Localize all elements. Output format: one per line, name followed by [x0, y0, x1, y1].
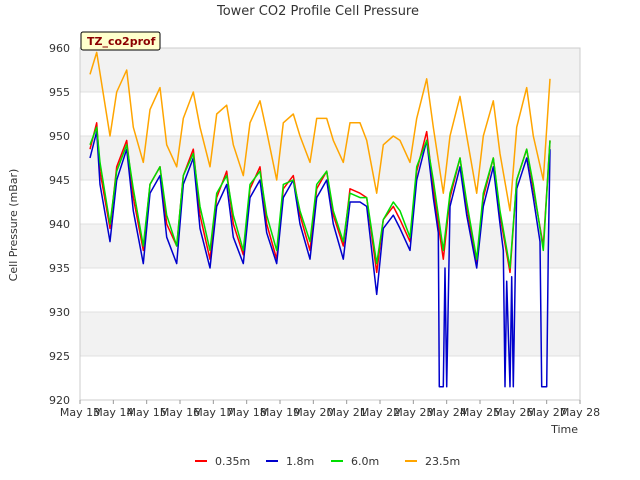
site-label-box: TZ_co2prof	[80, 31, 161, 51]
y-tick-label: 925	[49, 350, 70, 363]
x-axis-label: Time	[550, 423, 578, 436]
site-label: TZ_co2prof	[87, 35, 156, 48]
series-line-6_0m	[89, 126, 551, 269]
y-tick-label: 940	[49, 218, 70, 231]
x-tick-label: May 14	[93, 406, 133, 419]
y-axis-ticks: 920 925 930 935 940 945 950 955 960	[49, 42, 70, 407]
legend-item: 1.8m	[266, 455, 314, 468]
background-band	[80, 224, 580, 268]
y-tick-label: 920	[49, 394, 70, 407]
y-tick-label: 935	[49, 262, 70, 275]
x-tick-label: May 19	[260, 406, 300, 419]
legend-label: 6.0m	[351, 455, 379, 468]
legend-label: 0.35m	[215, 455, 250, 468]
x-tick-label: May 25	[460, 406, 500, 419]
x-tick-label: May 17	[193, 406, 233, 419]
x-tick-label: May 21	[327, 406, 367, 419]
background-band	[80, 312, 580, 356]
y-tick-label: 960	[49, 42, 70, 55]
x-tick-label: May 27	[527, 406, 567, 419]
legend-label: 23.5m	[425, 455, 460, 468]
y-tick-label: 945	[49, 174, 70, 187]
series-lines	[89, 51, 551, 388]
y-tick-label: 930	[49, 306, 70, 319]
legend-label: 1.8m	[286, 455, 314, 468]
y-tick-label: 950	[49, 130, 70, 143]
x-tick-label: May 16	[160, 406, 200, 419]
x-tick-label: May 15	[127, 406, 167, 419]
background-band	[80, 136, 580, 180]
legend: 0.35m 1.8m 6.0m 23.5m	[195, 455, 460, 468]
x-tick-label: May 18	[227, 406, 267, 419]
x-tick-label: May 20	[293, 406, 333, 419]
x-tick-label: May 13	[60, 406, 100, 419]
x-tick-label: May 24	[427, 406, 467, 419]
plot-frame	[79, 47, 581, 401]
x-tick-label: May 28	[560, 406, 600, 419]
x-tick-label: May 22	[360, 406, 400, 419]
background-band	[80, 48, 580, 92]
x-tick-label: May 23	[393, 406, 433, 419]
series-line-23_5m	[89, 51, 551, 212]
legend-item: 0.35m	[195, 455, 250, 468]
legend-item: 6.0m	[331, 455, 379, 468]
legend-item: 23.5m	[405, 455, 460, 468]
series-line-1_8m	[89, 130, 551, 388]
chart-title: Tower CO2 Profile Cell Pressure	[216, 4, 419, 19]
y-tick-label: 955	[49, 86, 70, 99]
y-axis-label: Cell Pressure (mBar)	[7, 169, 20, 282]
x-tick-label: May 26	[493, 406, 533, 419]
plot-background-bands	[80, 48, 580, 356]
